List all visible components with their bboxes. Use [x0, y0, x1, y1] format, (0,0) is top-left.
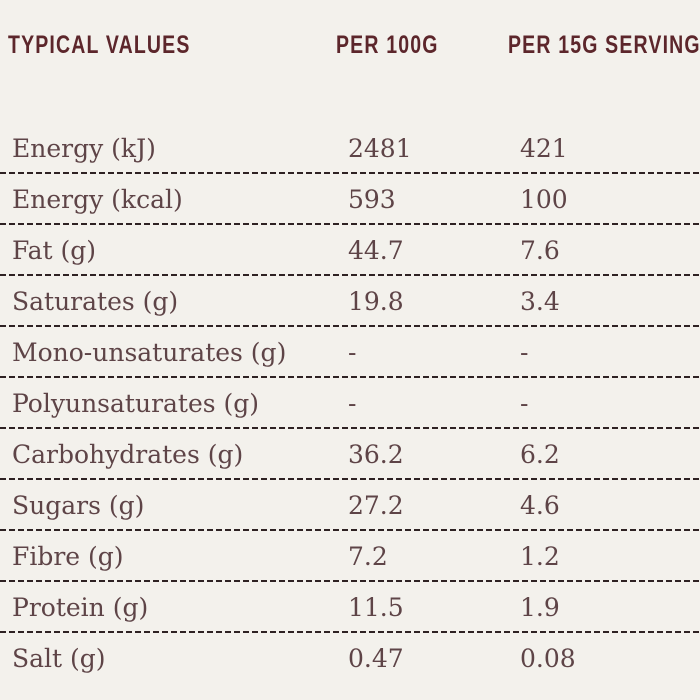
- table-row: Carbohydrates (g) 36.2 6.2: [0, 429, 700, 480]
- table-row: Protein (g) 11.5 1.9: [0, 582, 700, 633]
- value-per-serving: 7.6: [520, 236, 560, 265]
- row-label: Mono-unsaturates (g): [12, 338, 287, 367]
- value-per-100g: 593: [348, 185, 396, 214]
- value-per-serving: 1.2: [520, 542, 560, 571]
- table-row: Sugars (g) 27.2 4.6: [0, 480, 700, 531]
- value-per-100g: 27.2: [348, 491, 404, 520]
- value-per-serving: 100: [520, 185, 568, 214]
- value-per-100g: 0.47: [348, 644, 404, 673]
- row-label: Energy (kcal): [12, 185, 183, 214]
- row-label: Salt (g): [12, 644, 106, 673]
- value-per-100g: 36.2: [348, 440, 404, 469]
- row-label: Energy (kJ): [12, 134, 156, 163]
- value-per-serving: 0.08: [520, 644, 576, 673]
- column-header-per-serving: PER 15G SERVING: [508, 31, 700, 59]
- table-row: Energy (kcal) 593 100: [0, 174, 700, 225]
- row-label: Fibre (g): [12, 542, 124, 571]
- row-label: Saturates (g): [12, 287, 179, 316]
- column-header-label: TYPICAL VALUES: [8, 31, 191, 59]
- table-row: Mono-unsaturates (g) - -: [0, 327, 700, 378]
- table-row: Fat (g) 44.7 7.6: [0, 225, 700, 276]
- row-label: Carbohydrates (g): [12, 440, 244, 469]
- row-label: Sugars (g): [12, 491, 145, 520]
- column-header-per-100g: PER 100G: [336, 31, 508, 59]
- value-per-100g: 11.5: [348, 593, 404, 622]
- row-label: Fat (g): [12, 236, 97, 265]
- value-per-serving: 4.6: [520, 491, 560, 520]
- table-row: Saturates (g) 19.8 3.4: [0, 276, 700, 327]
- value-per-100g: 44.7: [348, 236, 404, 265]
- table-row: Fibre (g) 7.2 1.2: [0, 531, 700, 582]
- value-per-serving: -: [520, 338, 529, 367]
- value-per-serving: 3.4: [520, 287, 560, 316]
- nutrition-table: Energy (kJ) 2481 421 Energy (kcal) 593 1…: [0, 123, 700, 684]
- column-header-typical-values: TYPICAL VALUES: [0, 31, 336, 59]
- value-per-100g: 2481: [348, 134, 412, 163]
- table-row: Salt (g) 0.47 0.08: [0, 633, 700, 684]
- value-per-serving: -: [520, 389, 529, 418]
- row-label: Polyunsaturates (g): [12, 389, 260, 418]
- row-label: Protein (g): [12, 593, 149, 622]
- value-per-serving: 1.9: [520, 593, 560, 622]
- table-row: Energy (kJ) 2481 421: [0, 123, 700, 174]
- value-per-serving: 6.2: [520, 440, 560, 469]
- column-header-label: PER 15G SERVING: [508, 31, 700, 59]
- value-per-100g: 19.8: [348, 287, 404, 316]
- value-per-100g: 7.2: [348, 542, 388, 571]
- table-header: TYPICAL VALUES PER 100G PER 15G SERVING: [0, 31, 700, 59]
- table-row: Polyunsaturates (g) - -: [0, 378, 700, 429]
- value-per-100g: -: [348, 338, 357, 367]
- value-per-serving: 421: [520, 134, 568, 163]
- column-header-label: PER 100G: [336, 31, 439, 59]
- value-per-100g: -: [348, 389, 357, 418]
